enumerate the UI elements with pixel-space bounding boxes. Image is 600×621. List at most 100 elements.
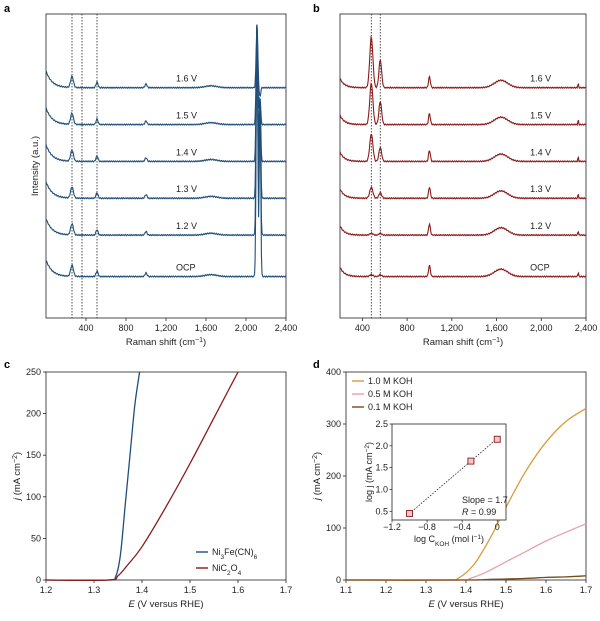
x-tick-label: 2,000 bbox=[235, 323, 258, 333]
x-tick-label: 1.2 bbox=[380, 585, 393, 595]
spectrum-line bbox=[339, 82, 587, 127]
spectrum-label: 1.5 V bbox=[530, 111, 551, 121]
spectrum-line bbox=[45, 26, 287, 237]
x-axis-label: E (V versus RHE) bbox=[129, 599, 204, 610]
x-tick-label: 2,400 bbox=[275, 323, 298, 333]
x-tick-label: 1.7 bbox=[580, 585, 593, 595]
spectrum-line bbox=[339, 35, 587, 90]
panel-label-b: b bbox=[313, 3, 320, 15]
x-tick-label: 1.7 bbox=[280, 585, 293, 595]
y-tick-label: 400 bbox=[326, 367, 341, 377]
spectrum-line bbox=[45, 25, 287, 200]
legend-label: NiC2O4 bbox=[212, 563, 242, 577]
y-tick-label: 0 bbox=[36, 575, 41, 585]
spectrum-label: 1.5 V bbox=[176, 111, 197, 121]
x-tick-label: 1,200 bbox=[441, 323, 464, 333]
spectrum-line bbox=[45, 27, 287, 278]
x-tick-label: 1.2 bbox=[40, 585, 53, 595]
inset-data-point bbox=[493, 435, 501, 443]
panel-b-raman-chart: 1.6 V 1.5 V 1.4 V 1.3 V 1.2 V OCP 400 800 1,200 1… bbox=[339, 13, 598, 349]
y-tick-label: 150 bbox=[26, 450, 41, 460]
inset-slope-text: Slope = 1.7 bbox=[462, 495, 508, 505]
x-axis-label: Raman shift (cm−1) bbox=[126, 337, 206, 349]
spectrum-label: 1.3 V bbox=[176, 184, 197, 194]
x-tick-label: 1.6 bbox=[232, 585, 245, 595]
inset-x-tick-label: −0.8 bbox=[418, 522, 436, 532]
y-tick-label: 200 bbox=[326, 471, 341, 481]
x-tick-label: 1.3 bbox=[88, 585, 101, 595]
spectrum-line bbox=[339, 186, 587, 200]
inset-x-axis-label: log CKOH (mol l−1) bbox=[414, 534, 484, 548]
x-tick-label: 1.3 bbox=[420, 585, 433, 595]
spectrum-line bbox=[339, 134, 587, 163]
x-tick-label: 800 bbox=[400, 323, 415, 333]
x-tick-label: 400 bbox=[355, 323, 370, 333]
spectrum-label: 1.4 V bbox=[176, 147, 197, 157]
series-line bbox=[45, 371, 141, 581]
plot-frame bbox=[339, 13, 587, 319]
legend-label: 1.0 M KOH bbox=[368, 376, 413, 386]
inset-r-text: R = 0.99 bbox=[462, 507, 496, 517]
x-tick-label: 1.5 bbox=[500, 585, 513, 595]
spectrum-label: 1.3 V bbox=[530, 184, 551, 194]
spectrum-line bbox=[339, 222, 587, 237]
panel-label-d: d bbox=[313, 359, 320, 371]
inset-data-point bbox=[406, 510, 413, 517]
plot-frame bbox=[45, 371, 287, 581]
spectrum-line bbox=[339, 264, 587, 278]
panel-label-a: a bbox=[4, 3, 11, 15]
x-axis-label: Raman shift (cm−1) bbox=[423, 337, 503, 349]
x-tick-label: 1,600 bbox=[485, 323, 508, 333]
spectrum-label: OCP bbox=[530, 263, 550, 273]
series-line bbox=[345, 523, 587, 581]
x-axis-label: E (V versus RHE) bbox=[429, 599, 504, 610]
y-tick-label: 50 bbox=[31, 533, 41, 543]
x-tick-label: 1,200 bbox=[155, 323, 178, 333]
spectrum-label: 1.6 V bbox=[530, 74, 551, 84]
y-axis-label: j (mA cm−2) bbox=[12, 452, 24, 502]
spectrum-label: OCP bbox=[176, 263, 196, 273]
legend-label: 0.5 M KOH bbox=[368, 389, 413, 399]
spectrum-line bbox=[45, 24, 287, 163]
x-tick-label: 400 bbox=[78, 323, 93, 333]
spectrum-label: 1.2 V bbox=[530, 221, 551, 231]
y-tick-label: 200 bbox=[26, 409, 41, 419]
legend-label: 0.1 M KOH bbox=[368, 402, 413, 412]
inset-y-tick-label: 2.0 bbox=[375, 441, 388, 451]
spectrum-line bbox=[45, 24, 287, 126]
y-tick-label: 100 bbox=[26, 492, 41, 502]
y-tick-label: 0 bbox=[336, 575, 341, 585]
x-tick-label: 800 bbox=[118, 323, 133, 333]
x-tick-label: 1.5 bbox=[184, 585, 197, 595]
x-tick-label: 2,000 bbox=[530, 323, 553, 333]
x-tick-label: 1.4 bbox=[136, 585, 149, 595]
series-line bbox=[345, 575, 587, 581]
inset-x-tick-label: 0 bbox=[495, 522, 500, 532]
y-axis-label: j (mA cm−2) bbox=[312, 452, 324, 502]
x-tick-label: 2,400 bbox=[575, 323, 598, 333]
series-line bbox=[45, 371, 239, 581]
inset-x-tick-label: −1.2 bbox=[383, 522, 401, 532]
spectrum-label: 1.4 V bbox=[530, 147, 551, 157]
legend-label: Ni3Fe(CN)6 bbox=[212, 547, 258, 561]
y-axis-label: Intensity (a.u.) bbox=[30, 136, 41, 196]
x-tick-label: 1.6 bbox=[540, 585, 553, 595]
inset-y-tick-label: 0.5 bbox=[375, 506, 388, 516]
inset-y-tick-label: 2.5 bbox=[375, 419, 388, 429]
spectrum-label: 1.6 V bbox=[176, 74, 197, 84]
panel-a-raman-chart: 1.6 V 1.5 V 1.4 V 1.3 V 1.2 V OCP 400 800 1,200 1… bbox=[30, 13, 298, 349]
y-tick-label: 100 bbox=[326, 523, 341, 533]
inset-y-axis-label: log j (mA cm−2) bbox=[364, 442, 375, 502]
inset-frame bbox=[391, 423, 507, 521]
inset-y-tick-label: 1.5 bbox=[375, 463, 388, 473]
inset-y-tick-label: 1.0 bbox=[375, 484, 388, 494]
x-tick-label: 1.1 bbox=[340, 585, 353, 595]
panel-d-polarization-chart: 1.1 1.2 1.3 1.4 1.5 1.6 1.7 0 100 200 300 400 E (V v… bbox=[312, 367, 593, 610]
inset-x-tick-label: −0.4 bbox=[453, 522, 471, 532]
y-tick-label: 300 bbox=[326, 419, 341, 429]
panel-c-polarization-chart: 1.2 1.3 1.4 1.5 1.6 1.7 0 50 100 150 200 250 E (V ve… bbox=[12, 367, 293, 610]
spectrum-line bbox=[45, 24, 287, 98]
spectrum-label: 1.2 V bbox=[176, 221, 197, 231]
panel-label-c: c bbox=[4, 359, 10, 371]
